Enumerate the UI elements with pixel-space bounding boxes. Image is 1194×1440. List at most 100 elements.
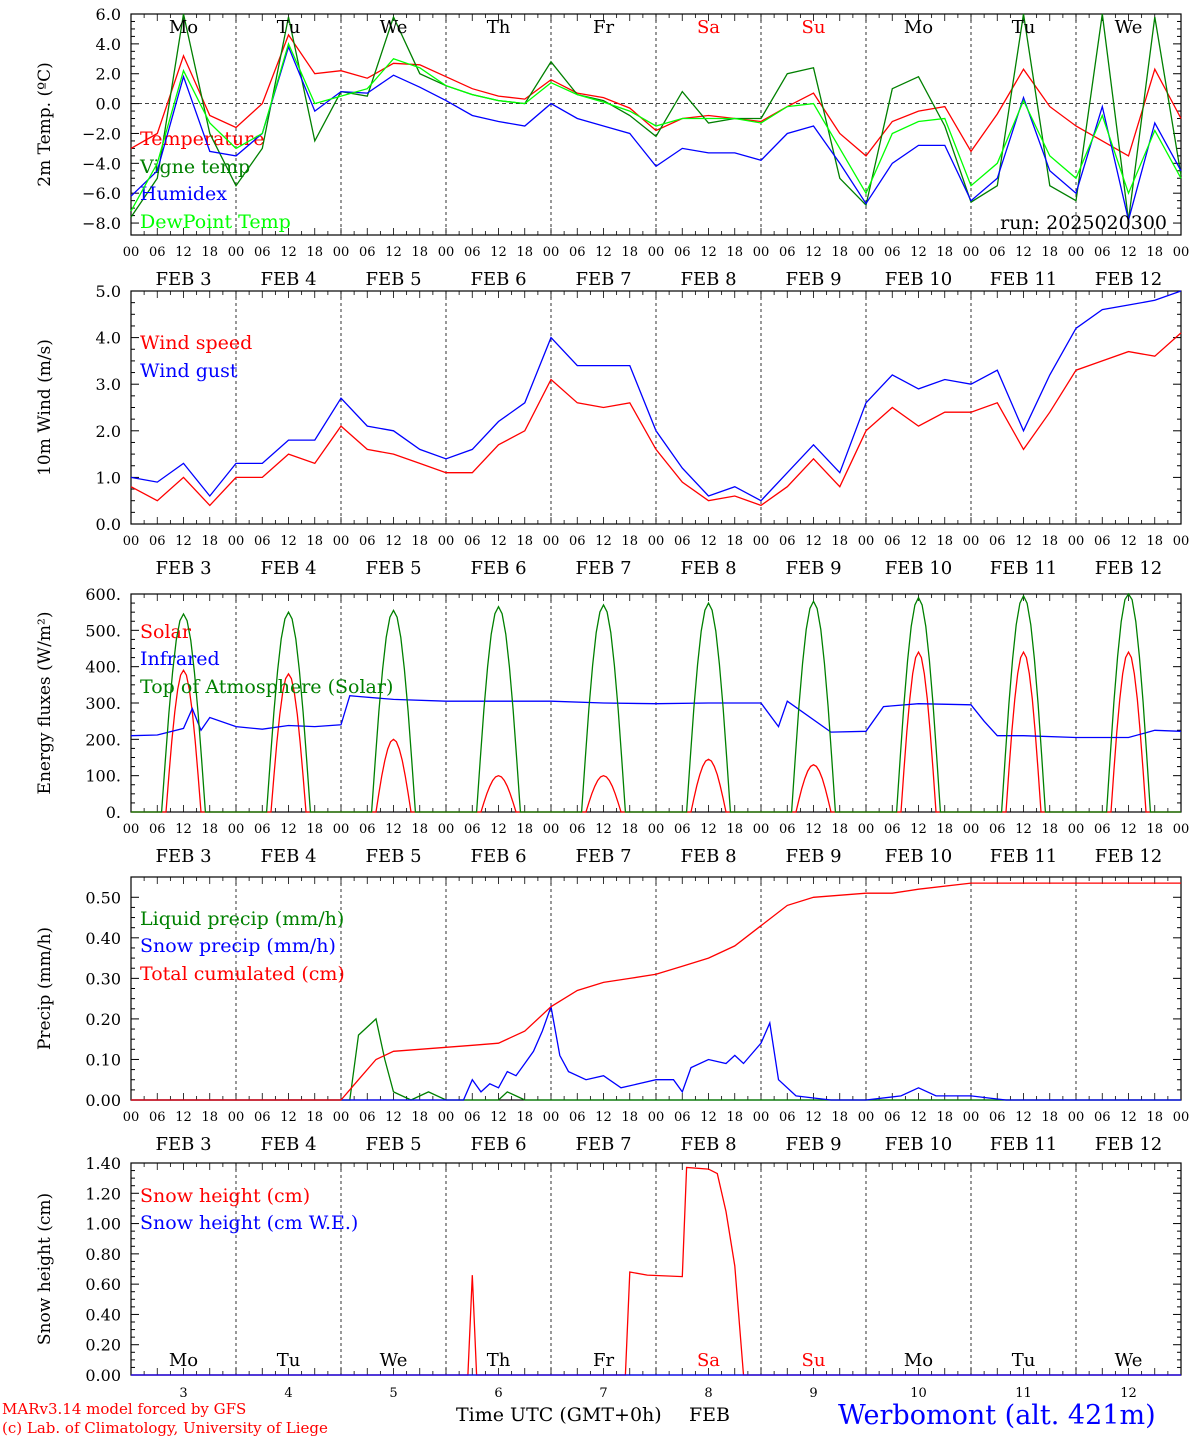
x-date-label: FEB 8 bbox=[680, 1134, 736, 1155]
x-hour-label: 06 bbox=[674, 245, 691, 260]
x-hour-label: 00 bbox=[858, 534, 875, 549]
series-line-1 bbox=[131, 1166, 1181, 1376]
x-hour-label: 12 bbox=[490, 822, 507, 837]
x-hour-label: 00 bbox=[1173, 534, 1190, 549]
x-hour-label: 00 bbox=[438, 1110, 455, 1125]
x-hour-label: 00 bbox=[1068, 534, 1085, 549]
x-date-label: FEB 10 bbox=[885, 269, 952, 290]
x-hour-label: 18 bbox=[411, 1110, 428, 1125]
x-hour-label: 06 bbox=[254, 1110, 271, 1125]
y-tick-label: 0.20 bbox=[85, 1010, 121, 1029]
legend-entry: Snow height (cm W.E.) bbox=[140, 1212, 358, 1234]
x-hour-label: 18 bbox=[726, 1110, 743, 1125]
y-tick-label: 1.40 bbox=[85, 1154, 121, 1173]
x-hour-label: 18 bbox=[831, 1110, 848, 1125]
day-of-week-label: Mo bbox=[904, 1350, 933, 1371]
x-hour-label: 18 bbox=[1041, 1110, 1058, 1125]
x-axis-month: FEB bbox=[689, 1404, 731, 1426]
legend-entry: Total cumulated (cm) bbox=[140, 963, 345, 985]
x-hour-label: 18 bbox=[411, 822, 428, 837]
x-day-number: 6 bbox=[494, 1386, 502, 1401]
x-date-label: FEB 4 bbox=[260, 1134, 316, 1155]
x-hour-label: 06 bbox=[884, 534, 901, 549]
x-hour-label: 00 bbox=[543, 534, 560, 549]
y-tick-label: −4.0 bbox=[82, 154, 121, 173]
x-hour-label: 06 bbox=[884, 1110, 901, 1125]
x-hour-label: 18 bbox=[306, 1110, 323, 1125]
footer-credit: (c) Lab. of Climatology, University of L… bbox=[2, 1419, 328, 1437]
x-day-number: 9 bbox=[809, 1386, 817, 1401]
y-tick-label: 0.80 bbox=[85, 1245, 121, 1264]
x-hour-label: 06 bbox=[884, 245, 901, 260]
x-hour-label: 06 bbox=[464, 1110, 481, 1125]
series-line-2 bbox=[130, 695, 1182, 739]
series-line-3 bbox=[131, 882, 1181, 1101]
x-hour-label: 12 bbox=[1120, 534, 1137, 549]
day-of-week-label: Fr bbox=[593, 17, 614, 38]
x-hour-label: 18 bbox=[1041, 534, 1058, 549]
y-tick-label: 0.10 bbox=[85, 1050, 121, 1069]
y-tick-label: 0.30 bbox=[85, 969, 121, 988]
x-date-label: FEB 12 bbox=[1095, 846, 1162, 867]
x-hour-label: 18 bbox=[201, 534, 218, 549]
y-tick-label: 600. bbox=[85, 585, 121, 604]
x-hour-label: 06 bbox=[569, 245, 586, 260]
day-of-week-label: Mo bbox=[904, 17, 933, 38]
x-date-label: FEB 9 bbox=[785, 558, 841, 579]
x-hour-label: 06 bbox=[359, 822, 376, 837]
x-date-label: FEB 8 bbox=[680, 558, 736, 579]
x-hour-label: 00 bbox=[438, 534, 455, 549]
y-tick-label: 2.0 bbox=[96, 65, 121, 84]
x-hour-label: 00 bbox=[543, 1110, 560, 1125]
legend-entry: Solar bbox=[140, 621, 192, 643]
y-tick-label: 200. bbox=[85, 730, 121, 749]
x-hour-label: 12 bbox=[700, 1110, 717, 1125]
legend-entry: Humidex bbox=[140, 183, 227, 205]
x-hour-label: 12 bbox=[385, 1110, 402, 1125]
x-hour-label: 00 bbox=[858, 245, 875, 260]
y-tick-label: 5.0 bbox=[96, 282, 121, 301]
x-day-number: 4 bbox=[284, 1386, 292, 1401]
x-hour-label: 06 bbox=[149, 822, 166, 837]
x-date-label: FEB 12 bbox=[1095, 1134, 1162, 1155]
legend-entry: Temperature bbox=[140, 128, 264, 150]
day-of-week-label: Fr bbox=[593, 1350, 614, 1371]
x-hour-label: 12 bbox=[385, 245, 402, 260]
x-date-label: FEB 12 bbox=[1095, 558, 1162, 579]
y-tick-label: 400. bbox=[85, 658, 121, 677]
x-hour-label: 06 bbox=[779, 534, 796, 549]
x-day-number: 11 bbox=[1015, 1386, 1032, 1401]
y-tick-label: 0.00 bbox=[85, 1366, 121, 1385]
x-hour-label: 00 bbox=[438, 822, 455, 837]
x-date-label: FEB 7 bbox=[575, 846, 631, 867]
day-of-week-label: We bbox=[1115, 1350, 1143, 1371]
day-of-week-label: Th bbox=[487, 1350, 511, 1371]
x-hour-label: 00 bbox=[1068, 1110, 1085, 1125]
x-hour-label: 18 bbox=[516, 534, 533, 549]
x-hour-label: 12 bbox=[805, 822, 822, 837]
x-date-label: FEB 6 bbox=[470, 846, 526, 867]
x-date-label: FEB 8 bbox=[680, 269, 736, 290]
x-hour-label: 00 bbox=[753, 822, 770, 837]
x-hour-label: 00 bbox=[1173, 245, 1190, 260]
x-hour-label: 00 bbox=[123, 534, 140, 549]
x-hour-label: 18 bbox=[1041, 245, 1058, 260]
x-hour-label: 06 bbox=[569, 534, 586, 549]
x-hour-label: 12 bbox=[805, 1110, 822, 1125]
x-hour-label: 06 bbox=[779, 1110, 796, 1125]
x-hour-label: 06 bbox=[254, 245, 271, 260]
x-hour-label: 12 bbox=[700, 822, 717, 837]
y-tick-label: −8.0 bbox=[82, 214, 121, 233]
x-hour-label: 06 bbox=[779, 245, 796, 260]
x-hour-label: 00 bbox=[438, 245, 455, 260]
y-tick-label: 300. bbox=[85, 694, 121, 713]
x-hour-label: 18 bbox=[516, 1110, 533, 1125]
series-line-1 bbox=[131, 1017, 1181, 1101]
x-hour-label: 06 bbox=[359, 1110, 376, 1125]
x-hour-label: 00 bbox=[753, 245, 770, 260]
day-of-week-label: Tu bbox=[277, 1350, 301, 1371]
x-hour-label: 00 bbox=[333, 1110, 350, 1125]
x-hour-label: 12 bbox=[595, 1110, 612, 1125]
panel-5: 1.40 1.20 1.00 0.80 0.60 0.40 0.20 0.00 Snow hei… bbox=[35, 1154, 1182, 1401]
x-hour-label: 00 bbox=[228, 534, 245, 549]
